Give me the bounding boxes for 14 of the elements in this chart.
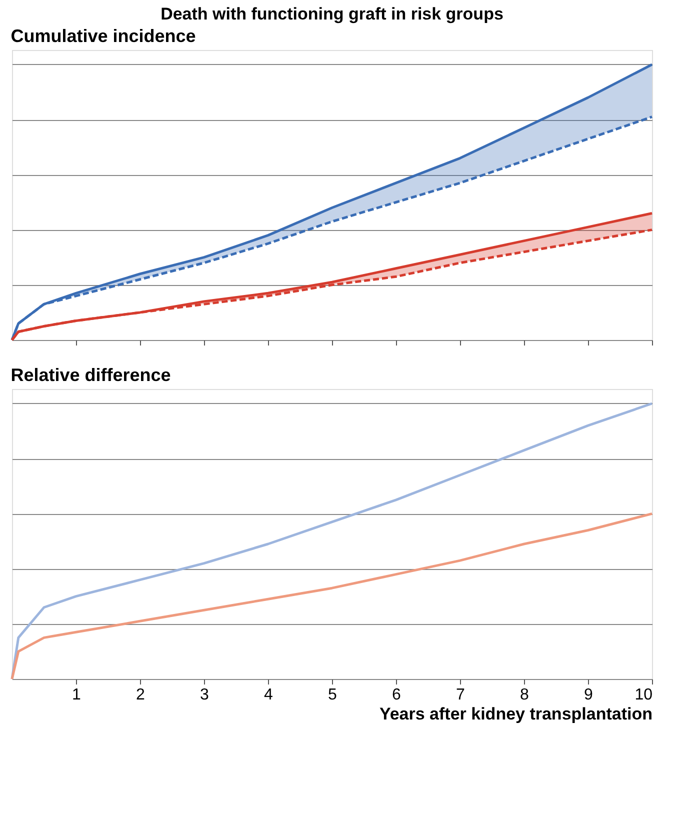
x-tick-label: 6 — [392, 686, 402, 704]
x-tick-label: 10 — [634, 686, 653, 704]
x-tick-label: 9 — [584, 686, 594, 704]
chart-subtitle: Cumulative incidence — [10, 26, 196, 46]
x-axis-title: Years after kidney transplantation — [379, 704, 652, 724]
x-tick-label: 4 — [264, 686, 274, 704]
x-tick-label: 2 — [136, 686, 146, 704]
chart-subtitle: Relative difference — [10, 365, 171, 385]
chart-title: Death with functioning graft in risk groups — [160, 4, 504, 24]
x-tick-label: 7 — [456, 686, 466, 704]
x-tick-label: 8 — [520, 686, 530, 704]
x-tick-label: 1 — [72, 686, 82, 704]
x-tick-label: 5 — [328, 686, 338, 704]
x-tick-label: 3 — [200, 686, 210, 704]
